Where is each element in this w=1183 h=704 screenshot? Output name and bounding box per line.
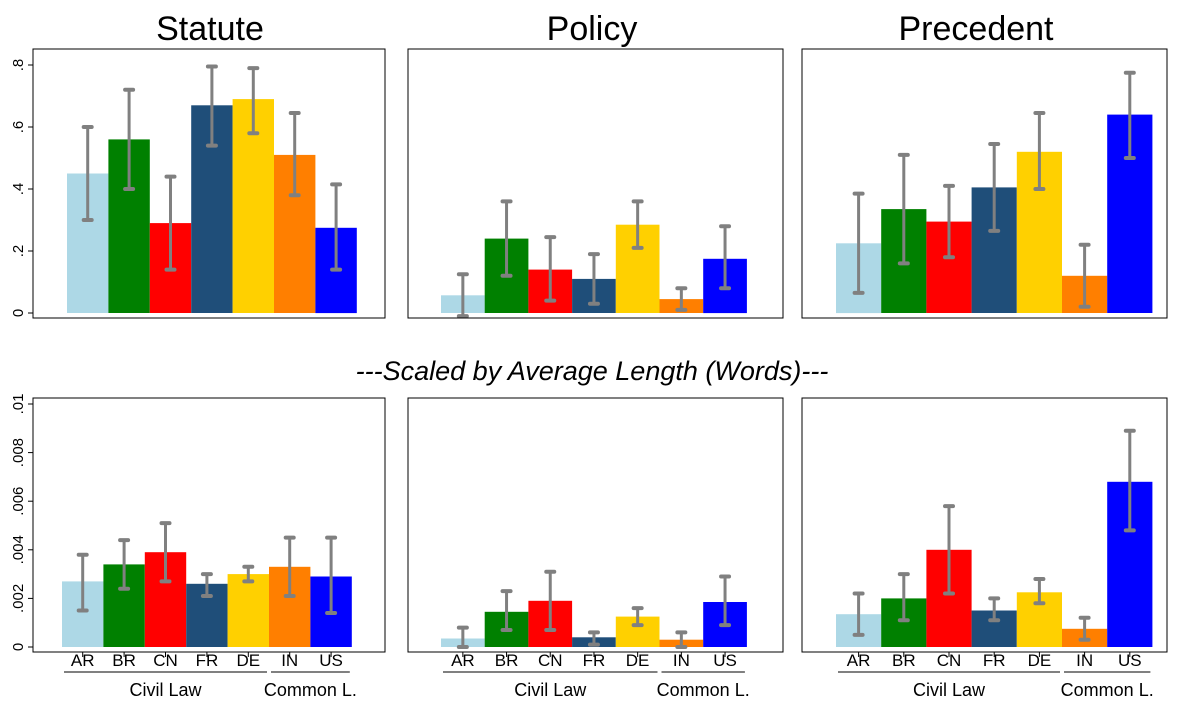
category-label-cn: CN [937,651,962,670]
y-tick-label: 0 [10,643,27,651]
category-label-fr: FR [983,651,1006,670]
category-label-ar: AR [71,651,95,670]
plot-frame [801,397,1168,653]
y-tick-label: .2 [10,245,27,258]
category-label-cn: CN [153,651,178,670]
chart-panel-6: AR BR CN FR DE IN US Civil Law Common L. [801,397,1168,700]
category-label-br: BR [495,651,519,670]
category-label-in: IN [281,651,298,670]
y-tick-label: .006 [10,487,27,516]
chart-panel-3 [801,48,1168,319]
category-label-ar: AR [451,651,475,670]
y-tick-label: .01 [10,394,27,415]
plot-frame [32,397,386,653]
category-label-cn: CN [538,651,563,670]
category-label-br: BR [112,651,136,670]
y-tick-label: 0 [10,309,27,317]
y-tick-label: .004 [10,535,27,564]
scaled-subtitle: ---Scaled by Average Length (Words)--- [356,356,829,386]
plot-frame [407,48,784,319]
plot-frame [407,397,784,653]
group-label-common-law: Common L. [1061,680,1154,700]
category-label-fr: FR [583,651,606,670]
group-label-civil-law: Civil Law [129,680,202,700]
chart-panel-5: AR BR CN FR DE IN US Civil Law Common L. [407,397,784,700]
category-label-de: DE [1028,651,1052,670]
chart-panel-4: 0 .002 .004 .006 .008 .01 AR BR CN FR DE IN US Civil … [10,394,386,700]
category-label-us: US [319,651,343,670]
panel-title-precedent: Precedent [899,10,1055,48]
category-label-br: BR [892,651,916,670]
y-tick-label: .8 [10,59,27,72]
group-label-civil-law: Civil Law [913,680,986,700]
category-label-de: DE [626,651,650,670]
chart-panel-1: 0 .2 .4 .6 .8 [10,48,386,319]
y-tick-label: .008 [10,438,27,467]
plot-frame [32,48,386,319]
panel-title-policy: Policy [547,10,638,48]
category-label-in: IN [673,651,690,670]
panel-title-statute: Statute [156,10,264,48]
category-label-ar: AR [847,651,871,670]
category-label-us: US [713,651,737,670]
panels-layer: 0 .2 .4 .6 .8 0 .002 .004 .006 .008 .01 AR BR CN FR DE I… [10,48,1168,700]
y-tick-label: .002 [10,584,27,613]
y-tick-label: .6 [10,121,27,134]
y-tick-label: .4 [10,183,27,196]
group-label-common-law: Common L. [657,680,750,700]
chart-panel-2 [407,48,784,319]
category-label-us: US [1118,651,1142,670]
group-label-common-law: Common L. [264,680,357,700]
category-label-fr: FR [196,651,219,670]
group-label-civil-law: Civil Law [514,680,587,700]
category-label-in: IN [1076,651,1093,670]
bar-de [227,574,269,647]
category-label-de: DE [236,651,260,670]
plot-frame [801,48,1168,319]
